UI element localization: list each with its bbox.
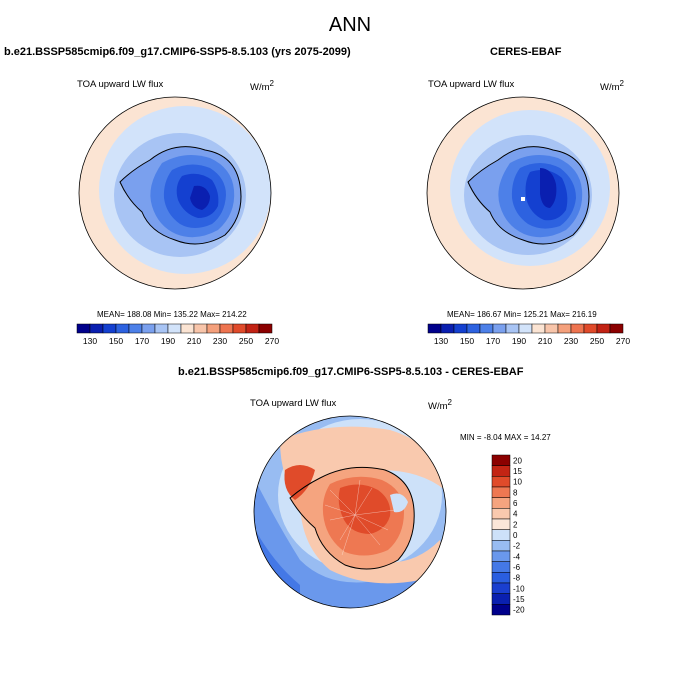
diff-colorbar-swatch — [491, 550, 511, 562]
left-colorbar-tick-label: 270 — [265, 336, 279, 346]
diff-colorbar-swatch — [491, 486, 511, 498]
left-panel-title: b.e21.BSSP585cmip6.f09_g17.CMIP6-SSP5-8.… — [4, 46, 351, 58]
right-colorbar-swatch — [609, 323, 624, 334]
left-units-label: W/m2 — [250, 79, 274, 94]
diff-colorbar-tick-label: -4 — [513, 552, 521, 561]
right-colorbar-tick-label: 270 — [616, 336, 630, 346]
right-variable-label: TOA upward LW flux — [428, 79, 515, 90]
diff-units-label: W/m2 — [428, 398, 452, 413]
diff-colorbar-swatch — [491, 508, 511, 520]
diff-colorbar-swatch — [491, 529, 511, 541]
diff-colorbar-tick-label: 10 — [513, 478, 522, 487]
diff-colorbar-tick-label: 20 — [513, 456, 522, 465]
diff-colorbar-tick-label: -20 — [513, 606, 525, 615]
diff-colorbar-swatch — [491, 561, 511, 573]
diff-variable-label: TOA upward LW flux — [250, 398, 337, 409]
diff-colorbar-swatch — [491, 572, 511, 584]
diff-colorbar-tick-label: -10 — [513, 584, 525, 593]
diff-colorbar-swatch — [491, 454, 511, 466]
diff-colorbar-tick-label: 2 — [513, 520, 518, 529]
diff-stats: MIN = -8.04 MAX = 14.27 — [460, 433, 551, 442]
diff-colorbar-swatch — [491, 497, 511, 509]
right-colorbar-tick-label: 250 — [590, 336, 604, 346]
diff-colorbar-tick-label: -6 — [513, 563, 521, 572]
figure-title: ANN — [328, 14, 372, 36]
left-colorbar-tick-label: 130 — [83, 336, 97, 346]
right-colorbar-tick-label: 130 — [434, 336, 448, 346]
diff-colorbar-tick-label: 8 — [513, 488, 518, 497]
diff-colorbar-tick-label: -2 — [513, 542, 521, 551]
diff-colorbar-swatch — [491, 604, 511, 616]
diff-colorbar-swatch — [491, 465, 511, 477]
diff-colorbar-swatch — [491, 476, 511, 488]
left-stats: MEAN= 188.08 Min= 135.22 Max= 214.22 — [97, 310, 247, 319]
diff-colorbar-swatch — [491, 593, 511, 605]
right-colorbar-tick-label: 230 — [564, 336, 578, 346]
diff-colorbar-swatch — [491, 518, 511, 530]
diff-colorbar-swatch — [491, 540, 511, 552]
left-colorbar-tick-label: 230 — [213, 336, 227, 346]
right-stats: MEAN= 186.67 Min= 125.21 Max= 216.19 — [447, 310, 597, 319]
diff-panel-title: b.e21.BSSP585cmip6.f09_g17.CMIP6-SSP5-8.… — [178, 366, 524, 378]
left-colorbar-tick-label: 150 — [109, 336, 123, 346]
left-colorbar-tick-label: 190 — [161, 336, 175, 346]
left-colorbar-tick-label: 170 — [135, 336, 149, 346]
diff-colorbar-tick-label: 4 — [513, 510, 518, 519]
diff-colorbar-tick-label: 0 — [513, 531, 518, 540]
diff-colorbar-tick-label: 15 — [513, 467, 522, 476]
diff-colorbar-tick-label: -15 — [513, 595, 525, 604]
right-colorbar-tick-label: 170 — [486, 336, 500, 346]
right-colorbar-tick-label: 190 — [512, 336, 526, 346]
left-colorbar-tick-label: 210 — [187, 336, 201, 346]
left-colorbar-swatch — [258, 323, 273, 334]
diff-colorbar-swatch — [491, 582, 511, 594]
diff-colorbar-tick-label: -8 — [513, 574, 521, 583]
left-colorbar-tick-label: 250 — [239, 336, 253, 346]
right-colorbar-tick-label: 210 — [538, 336, 552, 346]
right-panel-title: CERES-EBAF — [490, 46, 562, 58]
left-variable-label: TOA upward LW flux — [77, 79, 164, 90]
right-units-label: W/m2 — [600, 79, 624, 94]
right-colorbar-tick-label: 150 — [460, 336, 474, 346]
diff-colorbar-tick-label: 6 — [513, 499, 518, 508]
